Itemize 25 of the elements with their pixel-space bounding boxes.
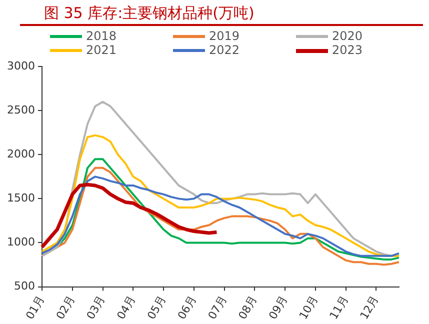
x-tick-label: 09月 <box>266 293 290 322</box>
x-tick-label: 11月 <box>327 293 351 322</box>
x-tick-label: 08月 <box>236 293 260 322</box>
y-tick-label: 2500 <box>6 103 35 116</box>
x-tick-label: 05月 <box>144 293 169 322</box>
y-tick-label: 1000 <box>6 236 35 249</box>
x-tick-label: 03月 <box>84 293 108 322</box>
y-tick-label: 3000 <box>6 59 35 72</box>
x-tick-label: 07月 <box>206 293 230 322</box>
legend-label: 2021 <box>86 43 117 57</box>
x-tick-label: 02月 <box>54 293 78 322</box>
y-tick-label: 500 <box>14 280 35 293</box>
legend-label: 2023 <box>332 43 363 57</box>
y-tick-label: 1500 <box>6 192 35 205</box>
legend-label: 2019 <box>209 29 240 43</box>
legend-label: 2022 <box>209 43 240 57</box>
x-tick-label: 01月 <box>23 293 48 322</box>
x-tick-label: 06月 <box>175 293 199 322</box>
x-tick-label: 04月 <box>114 293 138 322</box>
y-tick-label: 2000 <box>6 148 35 161</box>
x-tick-label: 12月 <box>358 293 382 322</box>
chart-title: 图 35 库存:主要钢材品种(万吨) <box>20 0 423 26</box>
legend-label: 2018 <box>86 29 117 43</box>
legend-label: 2020 <box>332 29 363 43</box>
x-tick-label: 10月 <box>296 293 321 322</box>
